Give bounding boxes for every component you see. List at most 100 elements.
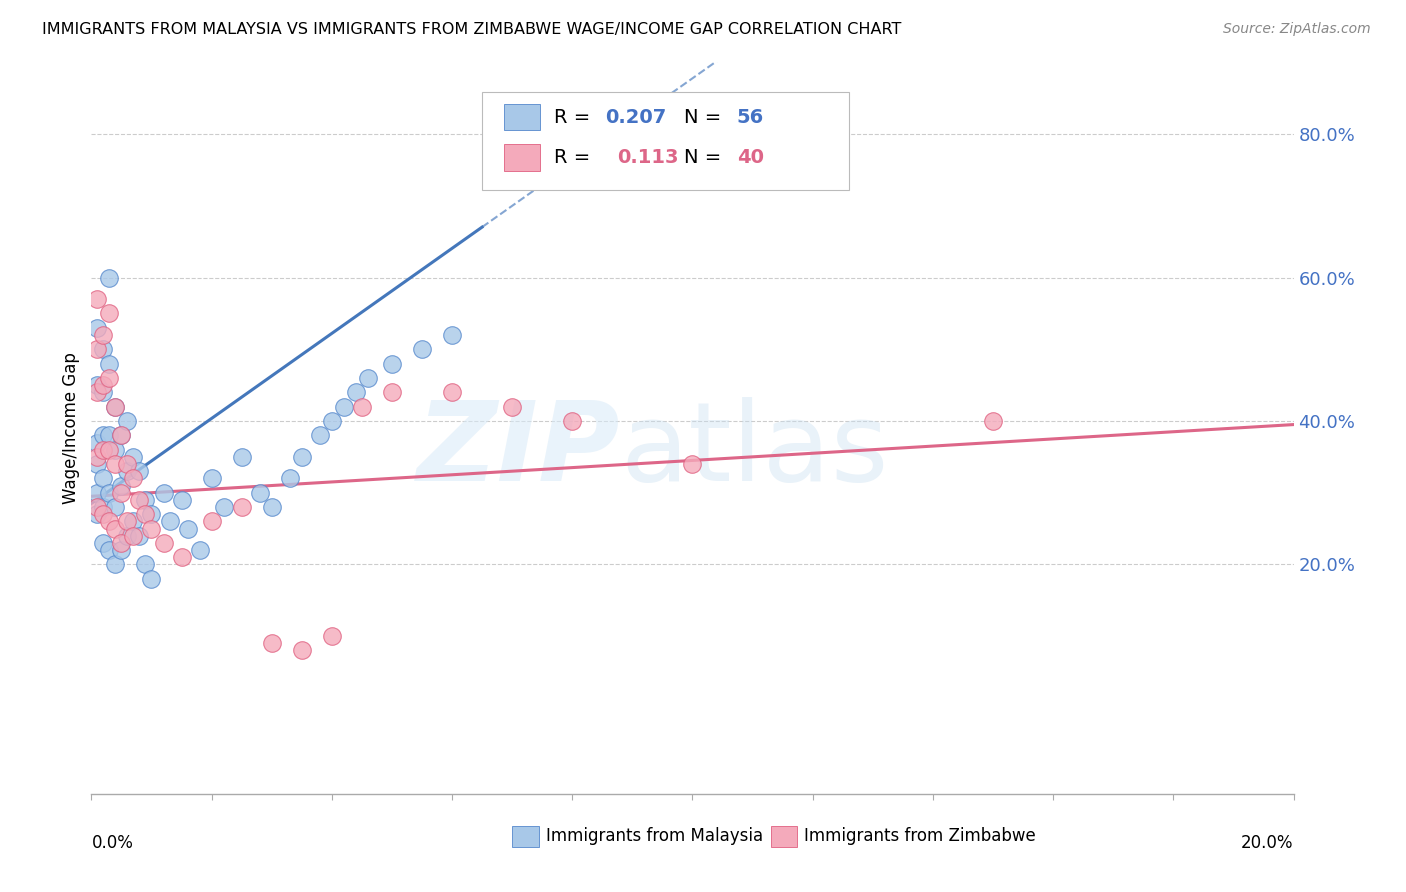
Point (110, 428, 132, 442)
Text: Source: ZipAtlas.com: Source: ZipAtlas.com (1223, 22, 1371, 37)
Point (152, 485, 174, 500)
Point (134, 558, 156, 572)
Point (440, 385, 463, 400)
Point (93, 536, 115, 550)
Text: N =: N = (685, 108, 727, 127)
Point (104, 400, 127, 414)
Point (104, 400, 127, 414)
Point (381, 357, 404, 371)
Point (98, 357, 121, 371)
Point (122, 450, 145, 464)
Point (98, 442, 121, 457)
Point (104, 442, 127, 457)
Point (278, 471, 301, 485)
Point (981, 414, 1004, 428)
Text: Immigrants from Zimbabwe: Immigrants from Zimbabwe (804, 827, 1036, 846)
Text: R =: R = (554, 108, 596, 127)
Point (231, 500, 253, 514)
Point (86, 385, 108, 400)
Point (291, 643, 314, 657)
Point (260, 636, 283, 650)
Text: 56: 56 (737, 108, 765, 127)
Text: 0.207: 0.207 (605, 108, 666, 127)
Point (681, 457, 703, 471)
Point (357, 371, 380, 385)
Point (134, 492, 156, 507)
Point (344, 385, 367, 400)
Point (141, 522, 163, 536)
Point (93, 507, 115, 521)
Point (117, 457, 139, 471)
Point (176, 522, 198, 536)
Point (117, 529, 139, 543)
Point (86, 507, 108, 521)
Text: ZIP: ZIP (416, 397, 620, 504)
Point (86, 450, 108, 464)
Point (188, 543, 211, 558)
Point (98, 515, 121, 529)
Point (561, 414, 583, 428)
Text: Immigrants from Malaysia: Immigrants from Malaysia (546, 827, 763, 846)
Point (152, 536, 174, 550)
Text: R =: R = (554, 148, 603, 167)
FancyBboxPatch shape (503, 145, 540, 170)
Y-axis label: Wage/Income Gap: Wage/Income Gap (62, 352, 80, 504)
Point (110, 478, 132, 492)
Point (260, 500, 283, 514)
Point (86, 435, 108, 450)
Point (93, 442, 115, 457)
Point (93, 385, 115, 400)
Point (104, 457, 127, 471)
Point (86, 485, 108, 500)
Point (93, 343, 115, 357)
Point (93, 471, 115, 485)
Point (110, 536, 132, 550)
FancyBboxPatch shape (482, 92, 849, 191)
Point (308, 428, 330, 442)
FancyBboxPatch shape (503, 104, 540, 130)
Point (128, 464, 150, 478)
Point (117, 464, 139, 478)
Point (93, 327, 115, 342)
FancyBboxPatch shape (770, 826, 797, 847)
Point (110, 543, 132, 558)
Point (350, 400, 373, 414)
Point (104, 500, 127, 514)
Point (159, 515, 181, 529)
Text: N =: N = (685, 148, 727, 167)
Point (212, 500, 235, 514)
Point (333, 400, 356, 414)
Text: IMMIGRANTS FROM MALAYSIA VS IMMIGRANTS FROM ZIMBABWE WAGE/INCOME GAP CORRELATION: IMMIGRANTS FROM MALAYSIA VS IMMIGRANTS F… (42, 22, 901, 37)
Point (381, 385, 404, 400)
Point (110, 485, 132, 500)
Point (321, 629, 343, 643)
Text: 0.0%: 0.0% (91, 834, 134, 852)
Point (411, 343, 433, 357)
Point (86, 320, 108, 334)
Point (170, 550, 193, 565)
Point (86, 378, 108, 392)
Point (122, 529, 145, 543)
Point (86, 292, 108, 306)
Point (98, 270, 121, 285)
Point (141, 572, 163, 586)
Point (86, 343, 108, 357)
Point (117, 414, 139, 428)
Point (86, 457, 108, 471)
Point (249, 485, 271, 500)
Text: 20.0%: 20.0% (1241, 834, 1294, 852)
Point (104, 522, 127, 536)
Point (134, 507, 156, 521)
Point (201, 515, 224, 529)
Point (98, 543, 121, 558)
Text: 0.113: 0.113 (617, 148, 678, 167)
Point (117, 515, 139, 529)
FancyBboxPatch shape (512, 826, 538, 847)
Point (170, 492, 193, 507)
Point (291, 450, 314, 464)
Text: 40: 40 (737, 148, 763, 167)
Point (501, 400, 523, 414)
Point (141, 507, 163, 521)
Point (128, 492, 150, 507)
Point (122, 515, 145, 529)
